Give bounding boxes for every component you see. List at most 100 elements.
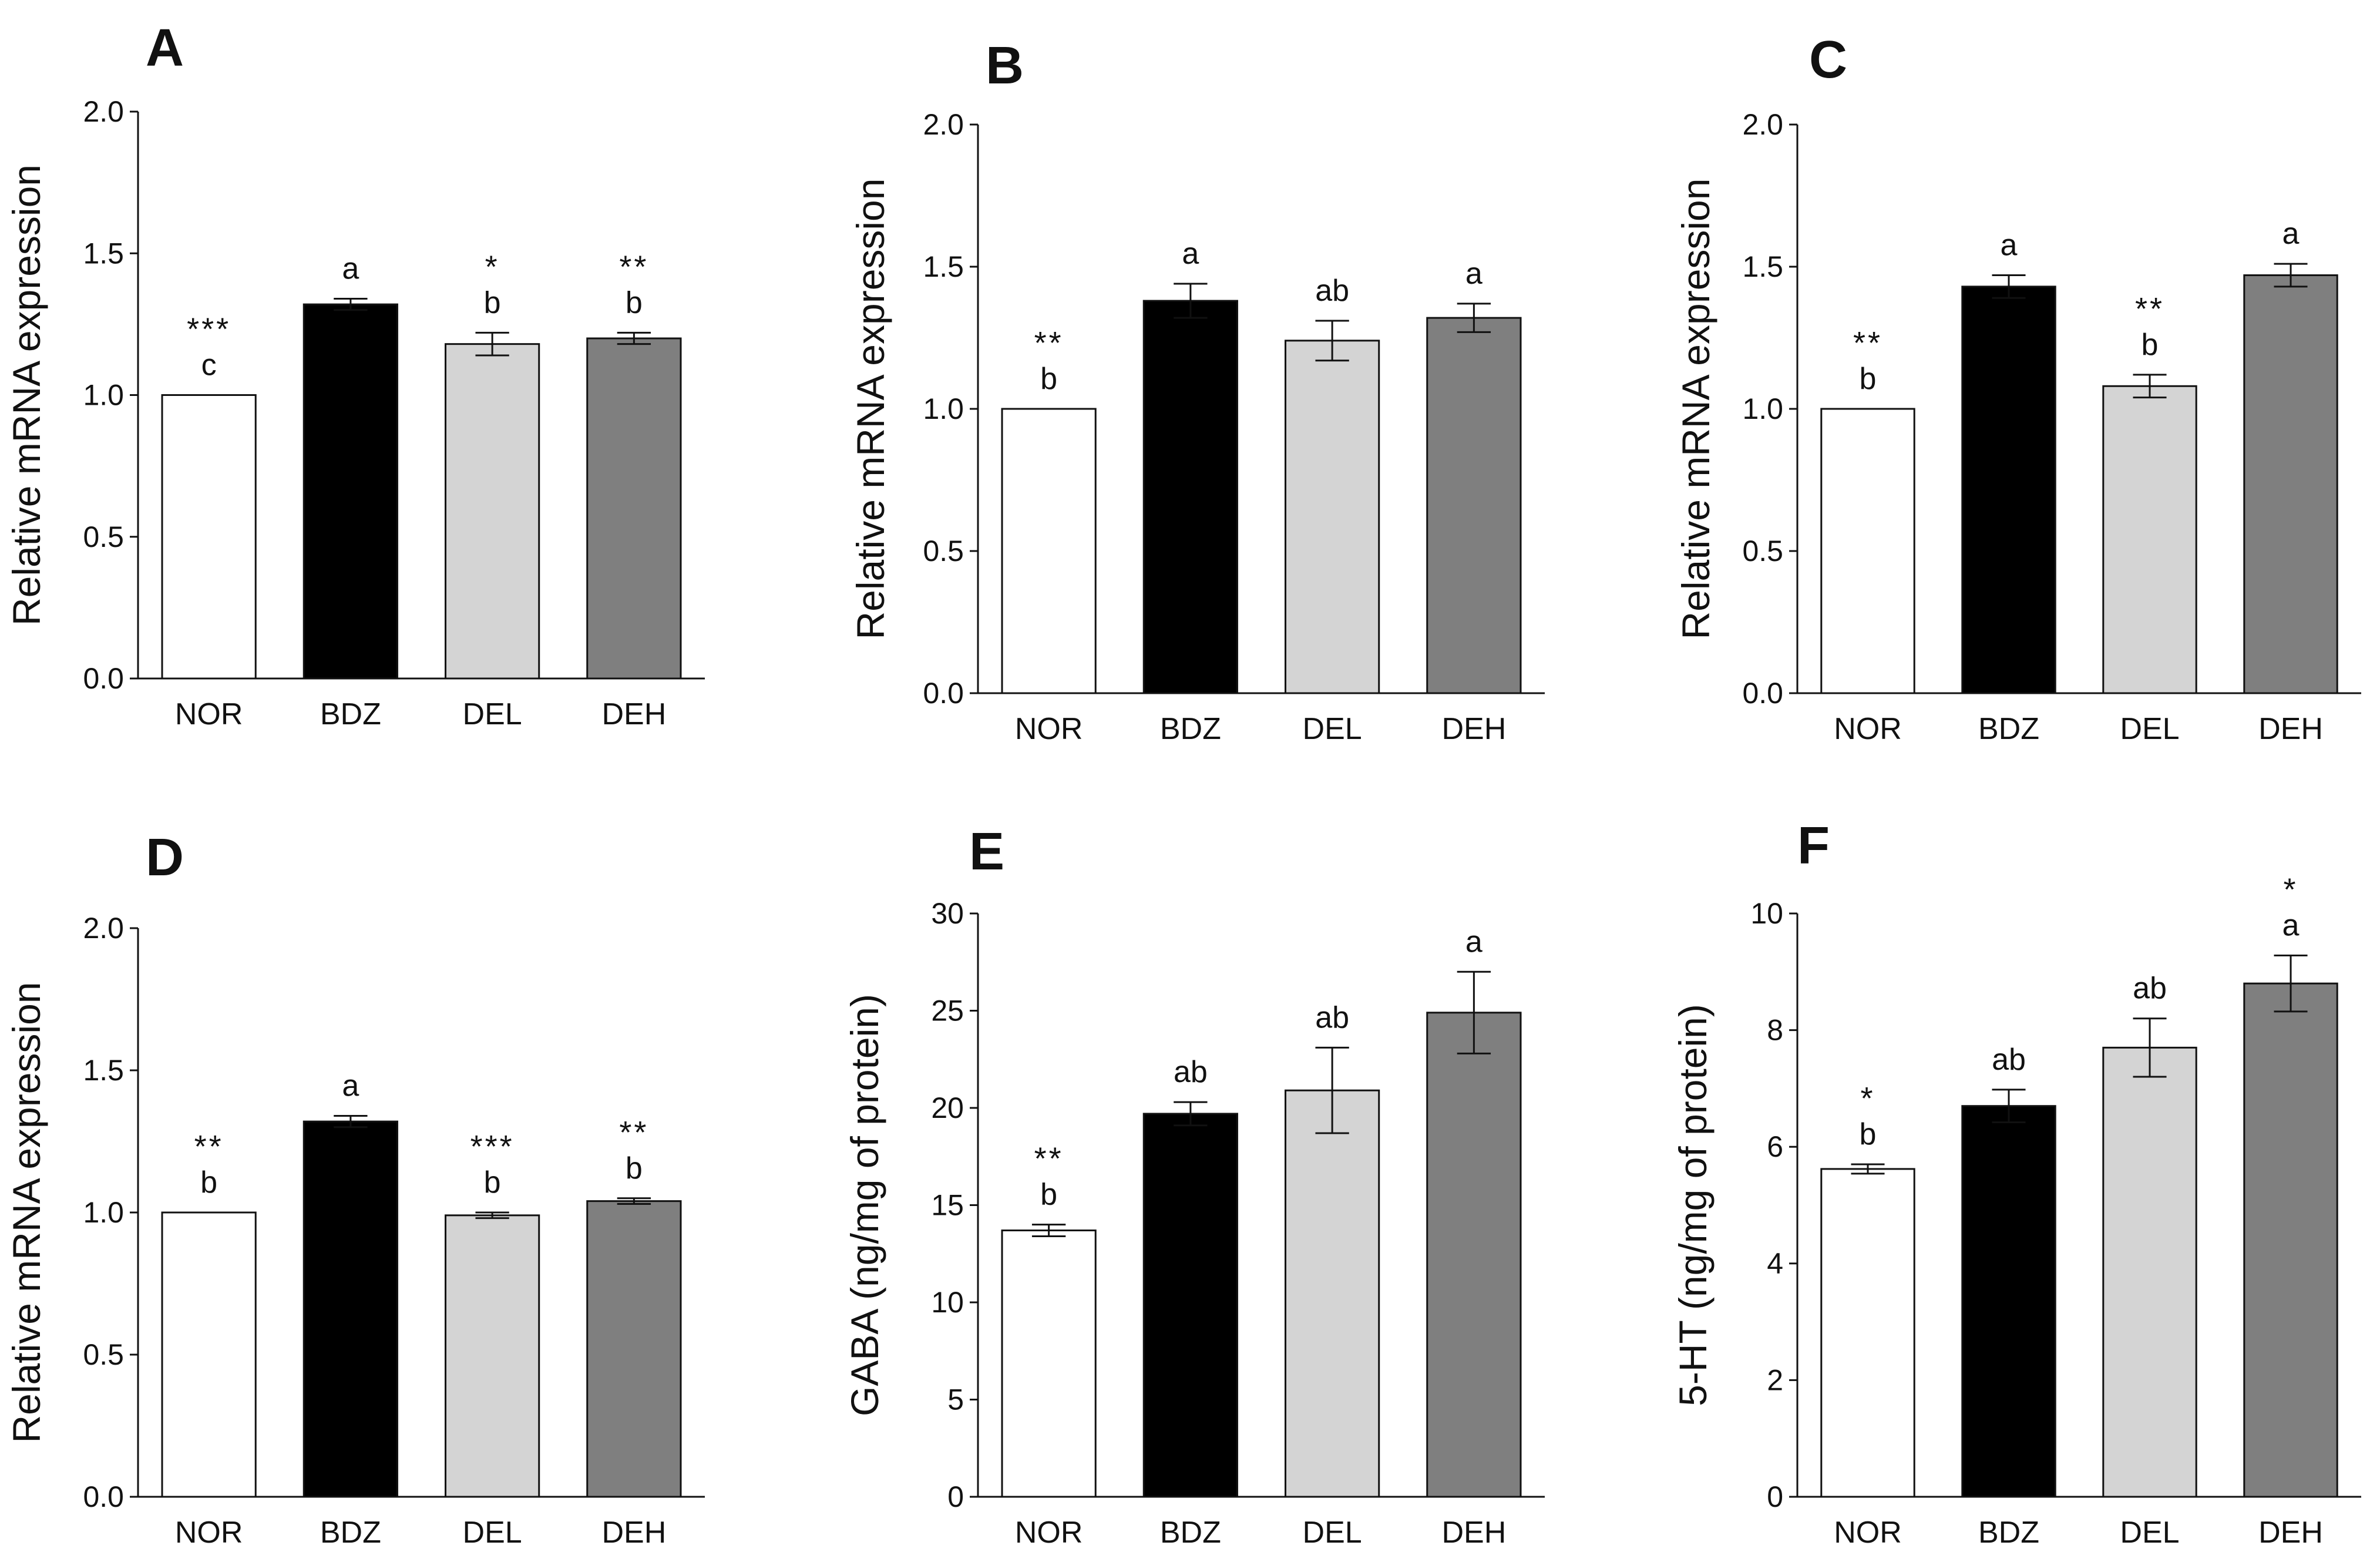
y-tick-label-e: 5 bbox=[947, 1383, 964, 1416]
bar-e-deh bbox=[1426, 1012, 1522, 1498]
panel-letter-a: A bbox=[146, 19, 184, 78]
x-tick-label-e-nor: NOR bbox=[1015, 1516, 1083, 1550]
significance-stars-f-deh: * bbox=[2283, 872, 2298, 907]
significance-stars-b-nor: ** bbox=[1034, 325, 1064, 361]
y-tick-label-d: 2.0 bbox=[83, 912, 124, 945]
x-tick-label-c-nor: NOR bbox=[1834, 712, 1902, 746]
significance-stars-c-nor: ** bbox=[1853, 325, 1883, 361]
x-tick-label-d-deh: DEH bbox=[601, 1516, 666, 1550]
bar-a-del bbox=[445, 343, 540, 680]
y-tick-label-b: 2.0 bbox=[923, 108, 964, 141]
significance-letter-a-nor: c bbox=[201, 348, 217, 382]
bar-c-nor bbox=[1820, 408, 1915, 694]
y-axis-label-a: Relative mRNA expression bbox=[5, 164, 48, 626]
x-tick-label-c-bdz: BDZ bbox=[1978, 712, 2039, 746]
bar-a-deh bbox=[586, 337, 682, 680]
bar-f-nor bbox=[1820, 1168, 1915, 1498]
panel-a: A 0.0 0.5 1.0 1.5 2.0 Relative mRNA expression… bbox=[5, 19, 705, 731]
bar-b-deh bbox=[1426, 317, 1522, 694]
significance-stars-d-nor: ** bbox=[194, 1129, 224, 1164]
y-tick-label-f: 10 bbox=[1750, 897, 1783, 930]
x-tick-label-a-deh: DEH bbox=[601, 697, 666, 731]
y-tick-label-a: 0.5 bbox=[83, 520, 124, 553]
x-tick-label-d-nor: NOR bbox=[175, 1516, 243, 1550]
x-tick-label-e-del: DEL bbox=[1303, 1516, 1362, 1550]
x-tick-label-f-nor: NOR bbox=[1834, 1516, 1902, 1550]
significance-stars-a-del: * bbox=[485, 249, 500, 284]
significance-letter-f-deh: a bbox=[2282, 908, 2300, 942]
significance-stars-d-del: *** bbox=[470, 1129, 515, 1164]
significance-letter-c-bdz: a bbox=[2001, 229, 2018, 263]
significance-letter-f-nor: b bbox=[1860, 1117, 1877, 1151]
x-tick-label-c-del: DEL bbox=[2120, 712, 2179, 746]
significance-stars-a-nor: *** bbox=[187, 312, 231, 347]
bar-e-nor bbox=[1001, 1230, 1097, 1498]
panel-letter-d: D bbox=[146, 828, 184, 887]
y-tick-label-e: 25 bbox=[931, 995, 964, 1027]
y-tick-label-e: 10 bbox=[931, 1286, 964, 1319]
y-tick-label-c: 2.0 bbox=[1742, 108, 1783, 141]
significance-letter-e-del: ab bbox=[1315, 1000, 1349, 1034]
bar-c-bdz bbox=[1961, 285, 2056, 694]
x-tick-label-a-nor: NOR bbox=[175, 697, 243, 731]
y-tick-label-f: 8 bbox=[1767, 1014, 1783, 1047]
panel-letter-b: B bbox=[986, 36, 1024, 95]
x-tick-label-b-bdz: BDZ bbox=[1160, 712, 1221, 746]
y-tick-label-b: 1.5 bbox=[923, 250, 964, 283]
y-tick-label-e: 15 bbox=[931, 1189, 964, 1222]
y-tick-label-c: 0.5 bbox=[1742, 535, 1783, 567]
significance-letter-b-del: ab bbox=[1315, 274, 1349, 308]
x-tick-label-d-bdz: BDZ bbox=[320, 1516, 381, 1550]
y-tick-label-b: 1.0 bbox=[923, 392, 964, 425]
bar-d-bdz bbox=[302, 1120, 398, 1498]
panel-letter-c: C bbox=[1809, 31, 1847, 89]
significance-letter-f-bdz: ab bbox=[1992, 1043, 2026, 1077]
bar-b-bdz bbox=[1142, 300, 1238, 694]
significance-letter-e-bdz: ab bbox=[1174, 1055, 1208, 1089]
significance-letter-a-deh: b bbox=[626, 285, 643, 320]
bar-a-nor bbox=[161, 394, 257, 680]
bar-c-del bbox=[2102, 385, 2197, 694]
bar-f-deh bbox=[2243, 982, 2338, 1498]
y-axis-label-b: Relative mRNA expression bbox=[849, 179, 892, 640]
significance-letter-b-deh: a bbox=[1465, 257, 1483, 291]
significance-stars-f-nor: * bbox=[1860, 1081, 1875, 1116]
significance-letter-d-deh: b bbox=[626, 1151, 643, 1185]
x-tick-label-a-bdz: BDZ bbox=[320, 697, 381, 731]
x-tick-label-e-deh: DEH bbox=[1441, 1516, 1506, 1550]
panel-d: D 0.0 0.5 1.0 1.5 2.0 Relative mRNA expression… bbox=[5, 828, 705, 1550]
y-tick-label-f: 2 bbox=[1767, 1363, 1783, 1396]
significance-stars-e-nor: ** bbox=[1034, 1141, 1064, 1177]
bar-f-bdz bbox=[1961, 1105, 2056, 1498]
y-tick-label-d: 0.0 bbox=[83, 1480, 124, 1513]
significance-letter-e-nor: b bbox=[1040, 1178, 1057, 1212]
y-tick-label-d: 0.5 bbox=[83, 1338, 124, 1371]
y-tick-label-e: 0 bbox=[947, 1480, 964, 1513]
y-tick-label-e: 20 bbox=[931, 1091, 964, 1124]
y-tick-label-d: 1.5 bbox=[83, 1054, 124, 1087]
bar-a-bdz bbox=[302, 303, 398, 680]
bar-e-bdz bbox=[1142, 1113, 1238, 1498]
panel-b: B 0.0 0.5 1.0 1.5 2.0 Relative mRNA expression… bbox=[849, 36, 1545, 746]
significance-letter-a-bdz: a bbox=[342, 251, 359, 285]
significance-letter-f-del: ab bbox=[2133, 972, 2167, 1006]
y-tick-label-f: 4 bbox=[1767, 1247, 1783, 1280]
significance-letter-d-bdz: a bbox=[342, 1069, 359, 1103]
y-axis-label-e: GABA (ng/mg of protein) bbox=[843, 994, 886, 1416]
bar-c-deh bbox=[2243, 274, 2338, 694]
x-tick-label-a-del: DEL bbox=[463, 697, 522, 731]
x-tick-label-f-deh: DEH bbox=[2258, 1516, 2323, 1550]
y-tick-label-b: 0.5 bbox=[923, 535, 964, 567]
bar-d-deh bbox=[586, 1200, 682, 1498]
y-tick-label-c: 0.0 bbox=[1742, 677, 1783, 710]
significance-letter-d-del: b bbox=[484, 1165, 501, 1200]
significance-letter-e-deh: a bbox=[1465, 925, 1483, 959]
bar-b-del bbox=[1285, 340, 1380, 694]
y-tick-label-a: 2.0 bbox=[83, 95, 124, 128]
y-tick-label-e: 30 bbox=[931, 897, 964, 930]
bar-e-del bbox=[1285, 1089, 1380, 1498]
y-axis-label-c: Relative mRNA expression bbox=[1674, 179, 1717, 640]
y-tick-label-a: 0.0 bbox=[83, 662, 124, 695]
bar-d-nor bbox=[161, 1211, 257, 1498]
